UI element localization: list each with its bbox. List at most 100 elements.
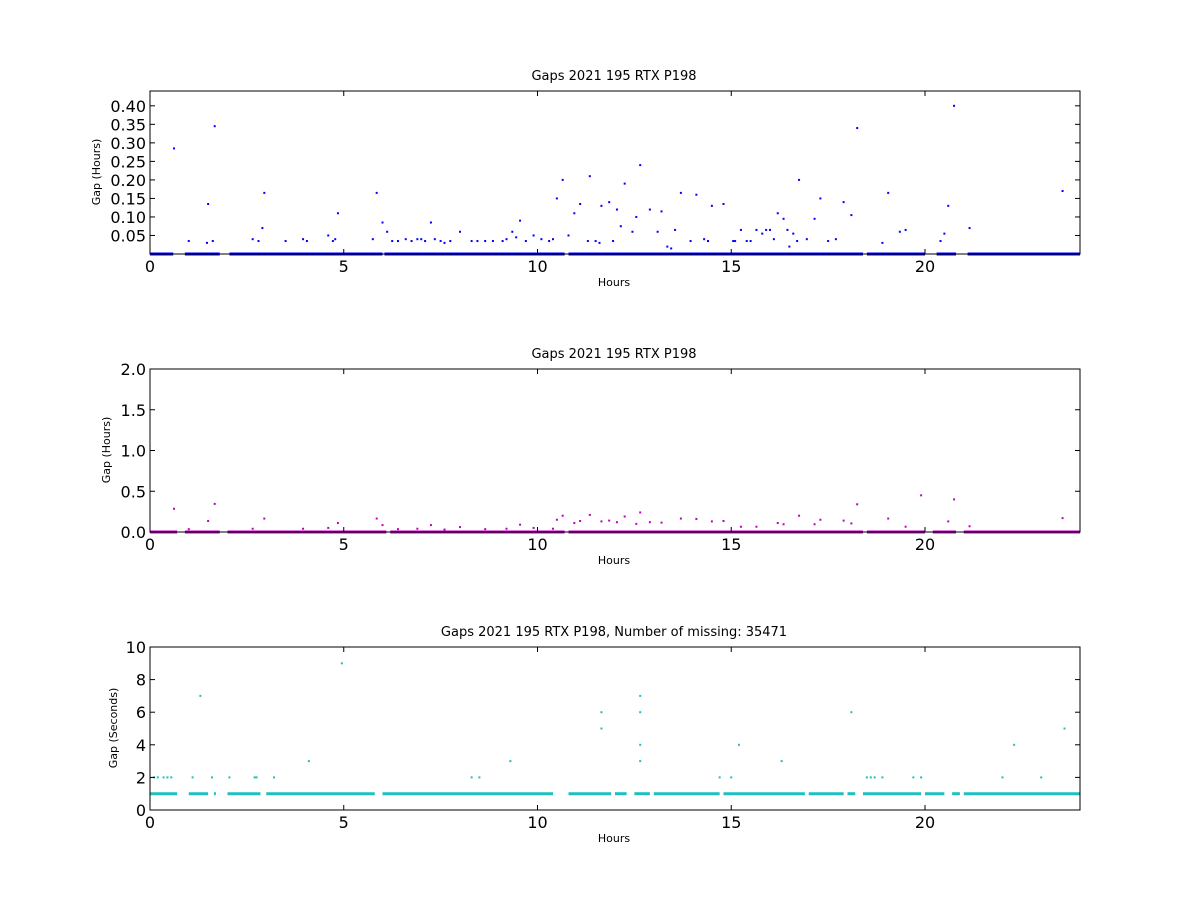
- subplot-3-data-point: [850, 711, 853, 714]
- subplot-2-data-point: [776, 522, 779, 525]
- subplot-1-data-point: [331, 240, 334, 243]
- subplot-2-data-point: [679, 517, 682, 520]
- subplot-2-data-point: [856, 503, 859, 506]
- subplot-1-data-point: [648, 208, 651, 211]
- subplot-1-data-point: [710, 204, 713, 207]
- subplot-2-data-point: [782, 523, 785, 526]
- subplot-3-xtick-label: 20: [915, 813, 935, 832]
- subplot-1-data-point: [827, 240, 830, 243]
- subplot-1-xtick-label: 0: [145, 257, 155, 276]
- subplot-1-data-point: [257, 240, 260, 243]
- subplot-3-data-point: [920, 776, 923, 779]
- subplot-1-ytick-label: 0.40: [110, 97, 146, 116]
- subplot-1-data-point: [772, 238, 775, 241]
- subplot-1-data-point: [519, 219, 522, 222]
- subplot-1-data-point: [788, 245, 791, 248]
- subplot-3-data-point: [273, 776, 275, 779]
- subplot-1-title: Gaps 2021 195 RTX P198: [531, 69, 696, 84]
- subplot-2-data-point: [519, 523, 522, 526]
- subplot-3-ytick-label: 2: [136, 768, 146, 787]
- subplot-1-data-point: [813, 217, 816, 220]
- subplot-3-data-point: [730, 776, 733, 779]
- subplot-2-ticks: 0 5 10 15 20 0.0 0.5 1.0 1.5 2.0: [121, 360, 1080, 554]
- subplot-2-data-point: [608, 519, 611, 522]
- subplot-3-data-point: [639, 760, 642, 763]
- subplot-3-data-point: [600, 711, 603, 714]
- subplot-1-data-point: [207, 202, 210, 205]
- subplot-1-data-point: [947, 204, 950, 207]
- subplot-3-data-point: [307, 760, 310, 763]
- subplot-1-data-point: [505, 238, 508, 241]
- subplot-3-data-point: [478, 776, 481, 779]
- subplot-2-data-point: [484, 528, 487, 531]
- subplot-1-data-point: [532, 234, 535, 237]
- subplot-1-data-point: [511, 230, 514, 233]
- subplot-1-data-point: [707, 240, 709, 243]
- subplot-3-xtick-label: 15: [721, 813, 741, 832]
- subplot-2-data-point: [755, 525, 758, 528]
- subplot-2-ytick-label: 1.0: [121, 442, 146, 461]
- subplot-1-data-point: [834, 238, 837, 241]
- subplot-1-data-point: [755, 228, 758, 231]
- subplot-3-data-point: [470, 776, 473, 779]
- subplot-2-data-point: [588, 513, 591, 516]
- subplot-2-data-point: [429, 524, 432, 527]
- subplot-2-xtick-label: 10: [527, 535, 547, 554]
- subplot-1-data-point: [579, 202, 582, 205]
- subplot-1-data-point: [635, 215, 638, 218]
- subplot-2-data-point: [375, 517, 378, 520]
- subplot-3-data-point: [211, 776, 213, 779]
- subplot-1-xlabel: Hours: [598, 276, 630, 289]
- subplot-3-data-point: [718, 776, 721, 779]
- subplot-2-data-point: [459, 526, 461, 529]
- subplot-1-data-point: [573, 212, 576, 215]
- subplot-1-ticks: 0 5 10 15 20 0.050.100.150.200.250.300.350.40: [110, 91, 1080, 276]
- subplot-1-data-point: [612, 240, 615, 243]
- subplot-1-data-point: [792, 232, 795, 235]
- subplot-1-data-point: [397, 240, 399, 243]
- subplot-2-data-point: [302, 527, 305, 530]
- subplot-1-ytick-label: 0.30: [110, 134, 146, 153]
- subplot-1-data-point: [263, 191, 266, 194]
- subplot-1-data-point: [213, 125, 216, 128]
- subplot-1-data-point: [588, 175, 591, 178]
- subplot-1-data-point: [769, 228, 771, 231]
- subplot-3-data-point: [191, 776, 194, 779]
- subplot-1-data-point: [561, 178, 564, 181]
- subplot-1: Gaps 2021 195 RTX P198 Gap (Hours) Hours…: [90, 69, 1081, 289]
- subplot-2-data-point: [850, 522, 853, 525]
- subplot-2-data-point: [207, 519, 210, 522]
- subplot-1-data-point: [739, 228, 742, 231]
- subplot-1-xtick-label: 15: [721, 257, 741, 276]
- subplot-1-data-point: [470, 240, 473, 243]
- subplot-3-xtick-label: 0: [145, 813, 155, 832]
- subplot-2-data-point: [561, 514, 564, 517]
- subplot-1-data-point: [786, 228, 789, 231]
- subplot-1-ytick-label: 0.20: [110, 171, 146, 190]
- subplot-1-data-point: [608, 201, 611, 204]
- subplot-1-xtick-label: 10: [527, 257, 547, 276]
- subplot-3-data-point: [639, 743, 642, 746]
- subplot-1-data-point: [524, 240, 527, 243]
- subplot-2-xtick-label: 20: [915, 535, 935, 554]
- subplot-1-data-point: [749, 240, 752, 243]
- subplot-3-title: Gaps 2021 195 RTX P198, Number of missin…: [441, 625, 787, 640]
- subplot-2-data-point: [600, 520, 603, 523]
- subplot-1-data-point: [484, 240, 487, 243]
- subplot-3-ticks: 0 5 10 15 20 0 2 4 6 8 10: [126, 638, 1080, 832]
- subplot-3-data-point: [1001, 776, 1004, 779]
- subplot-2-data-point: [842, 519, 845, 522]
- subplot-3-ylabel: Gap (Seconds): [107, 688, 120, 769]
- subplot-1-ytick-label: 0.35: [110, 115, 146, 134]
- subplot-3-ytick-label: 4: [136, 736, 146, 755]
- subplot-1-data-point: [703, 238, 706, 241]
- subplot-2-data-point: [327, 526, 330, 529]
- subplot-2-ytick-label: 0.0: [121, 523, 146, 542]
- subplot-2-ylabel: Gap (Hours): [100, 417, 113, 484]
- subplot-1-data-point: [567, 234, 570, 237]
- subplot-3-data-point: [509, 760, 512, 763]
- subplot-2-data-point: [648, 521, 651, 524]
- subplot-1-data-point: [856, 127, 859, 130]
- subplot-1-data-point: [968, 227, 971, 230]
- subplot-2-title: Gaps 2021 195 RTX P198: [531, 347, 696, 362]
